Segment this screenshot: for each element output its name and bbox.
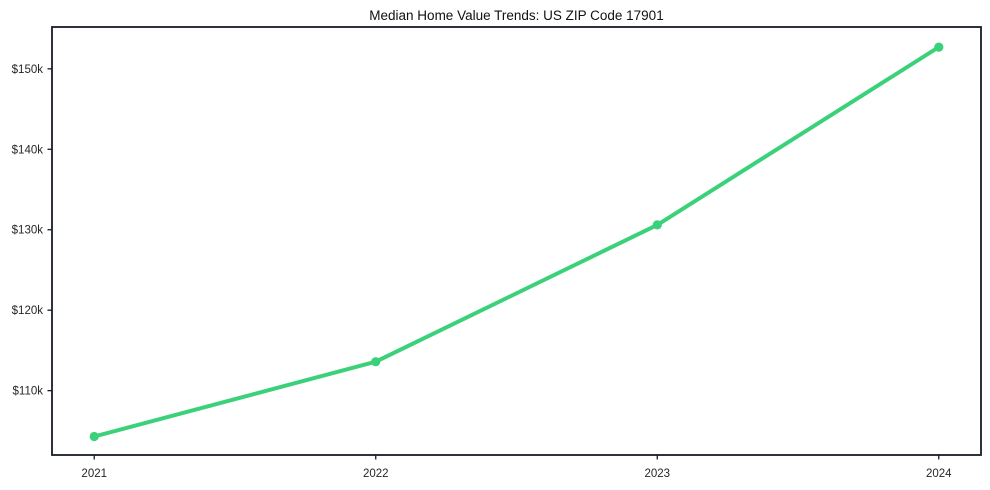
y-tick-label: $150k — [12, 64, 44, 76]
y-tick-label: $120k — [12, 305, 44, 317]
plot-frame — [51, 26, 982, 456]
plot-area-background — [52, 27, 981, 455]
y-tick-label: $130k — [12, 225, 44, 237]
y-tick-label: $140k — [12, 144, 44, 156]
x-axis: 2021 2022 2023 2024 — [81, 455, 952, 480]
data-point-markers — [89, 42, 944, 442]
x-tick-label: 2024 — [926, 468, 952, 480]
plot-frame-border — [51, 26, 982, 456]
x-tick-label: 2021 — [81, 468, 107, 480]
data-point — [89, 431, 99, 442]
y-tick-label: $110k — [13, 386, 44, 398]
data-point — [371, 357, 381, 367]
data-point — [652, 220, 662, 230]
trend-line — [92, 45, 941, 439]
chart-title: Median Home Value Trends: US ZIP Code 17… — [369, 8, 663, 23]
y-axis: $110k $120k $130k $140k $150k — [12, 64, 52, 398]
x-tick-label: 2022 — [363, 468, 389, 480]
x-tick-label: 2023 — [644, 468, 670, 480]
data-point — [934, 42, 944, 52]
